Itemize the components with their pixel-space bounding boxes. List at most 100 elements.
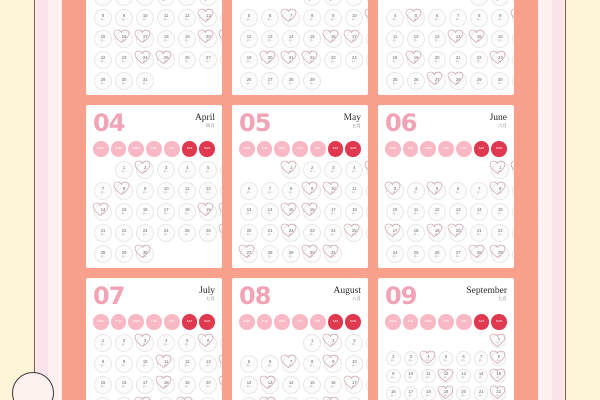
date-cell[interactable]: 5初一 (365, 160, 368, 180)
date-cell[interactable]: 29 初一 (93, 71, 113, 91)
month-card[interactable]: 03March三月MONTUEWEDTHUFRISATSUN1初一2初一3初一4… (378, 0, 514, 95)
date-cell[interactable]: 2初一 (490, 0, 510, 7)
date-cell[interactable]: 8 初一 (469, 8, 489, 28)
date-cell[interactable]: 8 初一 (490, 350, 507, 367)
date-cell[interactable]: 8 初一 (302, 354, 322, 374)
month-card[interactable]: 05 May 五月 MON TUE WED THU FRI SAT SUN 1 初一 2 初一 3 初一 4 初一… (232, 105, 368, 268)
date-cell[interactable]: 9初一 (511, 181, 514, 201)
month-card[interactable]: 06June六月MONTUEWEDTHUFRISATSUN1初一2初一3初一4初… (378, 105, 514, 268)
date-cell[interactable]: 3初一 (135, 0, 155, 7)
date-cell[interactable]: 15 初一 (93, 29, 113, 49)
date-cell[interactable]: 2初一 (114, 0, 134, 7)
month-card[interactable]: 02February二月MONTUEWEDTHUFRISATSUN1初一2初一3… (232, 0, 368, 95)
date-cell[interactable]: 15 初一 (114, 202, 134, 222)
date-cell[interactable]: 3初一 (511, 0, 514, 7)
date-cell[interactable]: 8 初一 (490, 181, 510, 201)
date-cell[interactable]: 8 初一 (302, 8, 322, 28)
date-cell[interactable]: 8 初一 (93, 354, 113, 374)
month-card[interactable]: 07 July 七月 MON TUE WED THU FRI SAT SUN 1 初一 2 初一 3 初一 4 初… (86, 278, 222, 400)
date-cell[interactable]: 29 初一 (281, 244, 301, 264)
month-card[interactable]: 09 September 九月 MON TUE WED THU FRI SAT SUN 1 初一 2 初一… (378, 278, 514, 400)
